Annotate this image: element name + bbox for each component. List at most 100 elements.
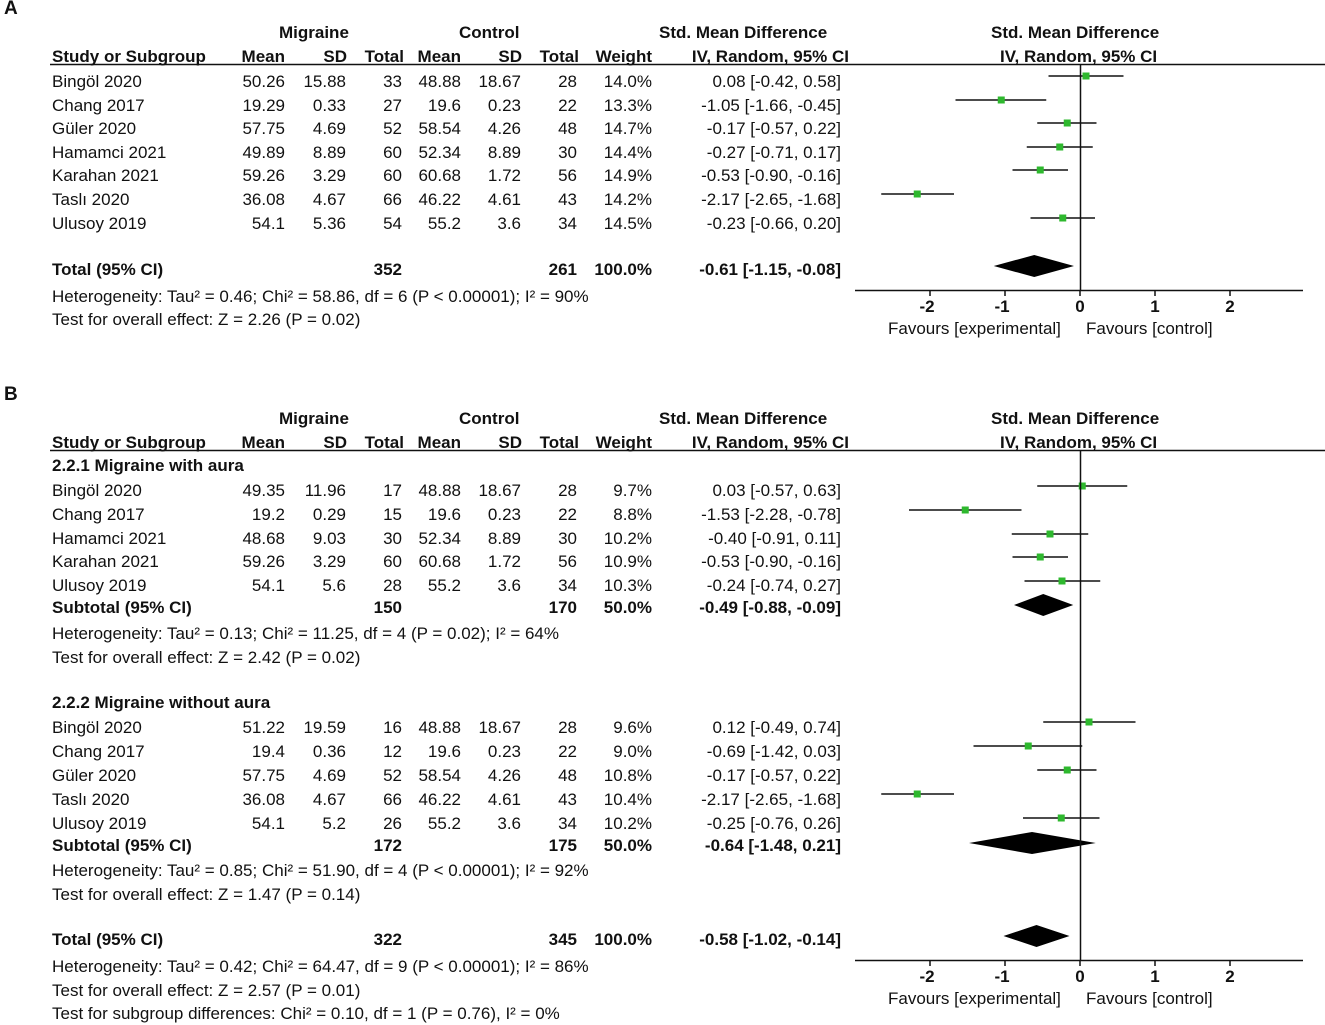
study-name: Bingöl 2020: [52, 72, 142, 91]
total-control: 48: [558, 766, 577, 785]
mean-experimental: 49.89: [242, 143, 285, 162]
effect-ci: -0.17 [-0.57, 0.22]: [706, 766, 841, 785]
mean-experimental: 48.68: [242, 529, 285, 548]
mean-experimental: 19.29: [242, 96, 285, 115]
total-control: 22: [558, 742, 577, 761]
total-control: 28: [558, 481, 577, 500]
x-tick-label: -2: [919, 297, 935, 316]
mean-control: 58.54: [418, 119, 461, 138]
summary-total-control: 170: [548, 598, 577, 617]
weight: 14.9%: [603, 166, 652, 185]
total-experimental: 66: [383, 190, 402, 209]
sd-control: 18.67: [478, 481, 521, 500]
sd-experimental: 0.33: [312, 96, 346, 115]
mean-experimental: 54.1: [251, 576, 285, 595]
column-header-study: Study or Subgroup: [52, 433, 206, 452]
mean-experimental: 36.08: [242, 190, 285, 209]
total-experimental: 60: [383, 552, 402, 571]
sd-control: 4.61: [487, 190, 521, 209]
mean-control: 52.34: [418, 143, 461, 162]
sd-control: 3.6: [497, 214, 521, 233]
summary-weight: 50.0%: [603, 598, 652, 617]
column-header-weight: Weight: [595, 433, 652, 452]
column-header-sd: SD: [323, 47, 347, 66]
x-tick-label: 2: [1225, 297, 1235, 316]
sd-control: 3.6: [497, 576, 521, 595]
study-name: Taslı 2020: [52, 790, 130, 809]
x-tick-label: -1: [994, 967, 1010, 986]
column-header-total: Total: [364, 433, 404, 452]
column-header-study: Study or Subgroup: [52, 47, 206, 66]
overall-effect-text: Test for overall effect: Z = 2.42 (P = 0…: [52, 648, 361, 667]
total-experimental: 27: [383, 96, 402, 115]
effect-ci: -1.53 [-2.28, -0.78]: [701, 505, 841, 524]
x-tick-label: 0: [1075, 967, 1085, 986]
effect-ci: -0.53 [-0.90, -0.16]: [701, 166, 841, 185]
mean-experimental: 51.22: [242, 718, 285, 737]
total-experimental: 52: [383, 119, 402, 138]
point-estimate: [1082, 72, 1090, 80]
total-experimental: 66: [383, 790, 402, 809]
sd-control: 4.61: [487, 790, 521, 809]
summary-effect-ci: -0.61 [-1.15, -0.08]: [699, 260, 841, 279]
study-name: Ulusoy 2019: [52, 576, 147, 595]
panel-label: B: [4, 384, 18, 405]
total-experimental: 15: [383, 505, 402, 524]
sd-experimental: 0.29: [312, 505, 346, 524]
effect-ci: -2.17 [-2.65, -1.68]: [701, 190, 841, 209]
mean-control: 55.2: [427, 814, 461, 833]
column-header-plot-ci: IV, Random, 95% CI: [1000, 47, 1158, 66]
sd-experimental: 4.69: [312, 119, 346, 138]
mean-experimental: 59.26: [242, 552, 285, 571]
study-name: Güler 2020: [52, 766, 137, 785]
total-control: 43: [558, 190, 577, 209]
mean-control: 52.34: [418, 529, 461, 548]
mean-control: 46.22: [418, 190, 461, 209]
mean-control: 48.88: [418, 718, 461, 737]
weight: 10.2%: [603, 529, 652, 548]
total-experimental: 33: [383, 72, 402, 91]
effect-ci: -0.25 [-0.76, 0.26]: [706, 814, 841, 833]
sd-control: 8.89: [487, 143, 521, 162]
study-name: Karahan 2021: [52, 552, 159, 571]
sd-experimental: 0.36: [312, 742, 346, 761]
total-control: 34: [558, 576, 577, 595]
point-estimate: [913, 190, 921, 198]
column-header-ci: IV, Random, 95% CI: [691, 47, 849, 66]
point-estimate: [1024, 742, 1032, 750]
panel-label: A: [4, 0, 18, 19]
mean-experimental: 36.08: [242, 790, 285, 809]
group-header-plot: Std. Mean Difference: [991, 23, 1160, 42]
weight: 10.9%: [603, 552, 652, 571]
point-estimate: [1056, 143, 1064, 151]
point-estimate: [1046, 530, 1054, 538]
total-control: 22: [558, 96, 577, 115]
weight: 10.4%: [603, 790, 652, 809]
x-tick-label: 1: [1150, 967, 1160, 986]
sd-control: 3.6: [497, 814, 521, 833]
total-control: 22: [558, 505, 577, 524]
total-experimental: 54: [383, 214, 402, 233]
point-estimate: [1036, 166, 1044, 174]
summary-total-experimental: 352: [373, 260, 402, 279]
x-tick-label: 2: [1225, 967, 1235, 986]
total-experimental: 30: [383, 529, 402, 548]
column-header-total: Total: [539, 47, 579, 66]
sd-control: 18.67: [478, 72, 521, 91]
point-estimate: [1085, 718, 1093, 726]
mean-control: 55.2: [427, 576, 461, 595]
column-header-plot-ci: IV, Random, 95% CI: [1000, 433, 1158, 452]
study-name: Taslı 2020: [52, 190, 130, 209]
sd-experimental: 4.69: [312, 766, 346, 785]
study-name: Karahan 2021: [52, 166, 159, 185]
mean-control: 19.6: [427, 742, 461, 761]
point-estimate: [1059, 214, 1067, 222]
heterogeneity-text: Heterogeneity: Tau² = 0.46; Chi² = 58.86…: [52, 287, 589, 306]
total-control: 56: [558, 552, 577, 571]
effect-ci: -2.17 [-2.65, -1.68]: [701, 790, 841, 809]
total-control: 28: [558, 72, 577, 91]
sd-experimental: 4.67: [312, 790, 346, 809]
point-estimate: [1078, 482, 1086, 490]
total-experimental: 26: [383, 814, 402, 833]
column-header-sd: SD: [498, 47, 522, 66]
